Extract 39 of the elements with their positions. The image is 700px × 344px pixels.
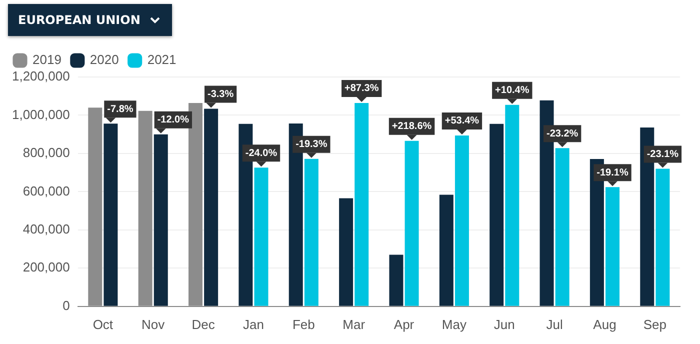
y-tick-label: 800,000 — [22, 145, 70, 160]
annotation: -3.3% — [208, 88, 234, 100]
y-tick-label: 0 — [62, 298, 70, 313]
annotation: -19.1% — [596, 167, 628, 178]
chart-title: EUROPEAN UNION — [18, 13, 140, 27]
x-tick-label: Mar — [342, 316, 366, 332]
annotation: -23.2% — [546, 128, 578, 140]
legend-label: 2021 — [147, 52, 176, 68]
y-tick-label: 1,000,000 — [12, 106, 70, 122]
bar — [339, 198, 354, 306]
x-tick-label: Jul — [546, 316, 563, 332]
bar — [439, 194, 454, 306]
x-tick-label: Dec — [192, 316, 216, 332]
annotation: +53.4% — [444, 116, 480, 127]
x-tick-label: Sep — [643, 316, 666, 332]
y-tick-label: 600,000 — [22, 183, 70, 198]
x-tick-label: Feb — [292, 316, 315, 332]
x-tick-label: Apr — [394, 316, 415, 332]
x-tick-label: Oct — [92, 316, 114, 332]
legend-label: 2019 — [32, 52, 62, 68]
x-tick-label: Aug — [593, 316, 616, 332]
annotation: +10.4% — [495, 85, 530, 96]
legend-label: 2020 — [90, 52, 119, 68]
x-tick-label: Nov — [142, 316, 166, 332]
x-tick-label: Jan — [242, 316, 264, 332]
annotation: -7.8% — [107, 104, 134, 115]
bar — [389, 254, 404, 306]
annotation: +87.3% — [344, 83, 379, 94]
y-tick-label: 1,200,000 — [12, 68, 70, 84]
annotation: -12.0% — [157, 114, 190, 126]
annotation: -24.0% — [245, 148, 278, 159]
y-tick-label: 400,000 — [22, 222, 70, 237]
annotation: -23.1% — [646, 149, 679, 160]
x-tick-label: May — [442, 316, 467, 332]
y-tick-label: 200,000 — [22, 260, 70, 275]
annotation: +218.6% — [392, 121, 432, 132]
annotation: -19.3% — [296, 139, 328, 150]
x-tick-label: Jun — [494, 316, 515, 332]
bar — [490, 124, 504, 306]
